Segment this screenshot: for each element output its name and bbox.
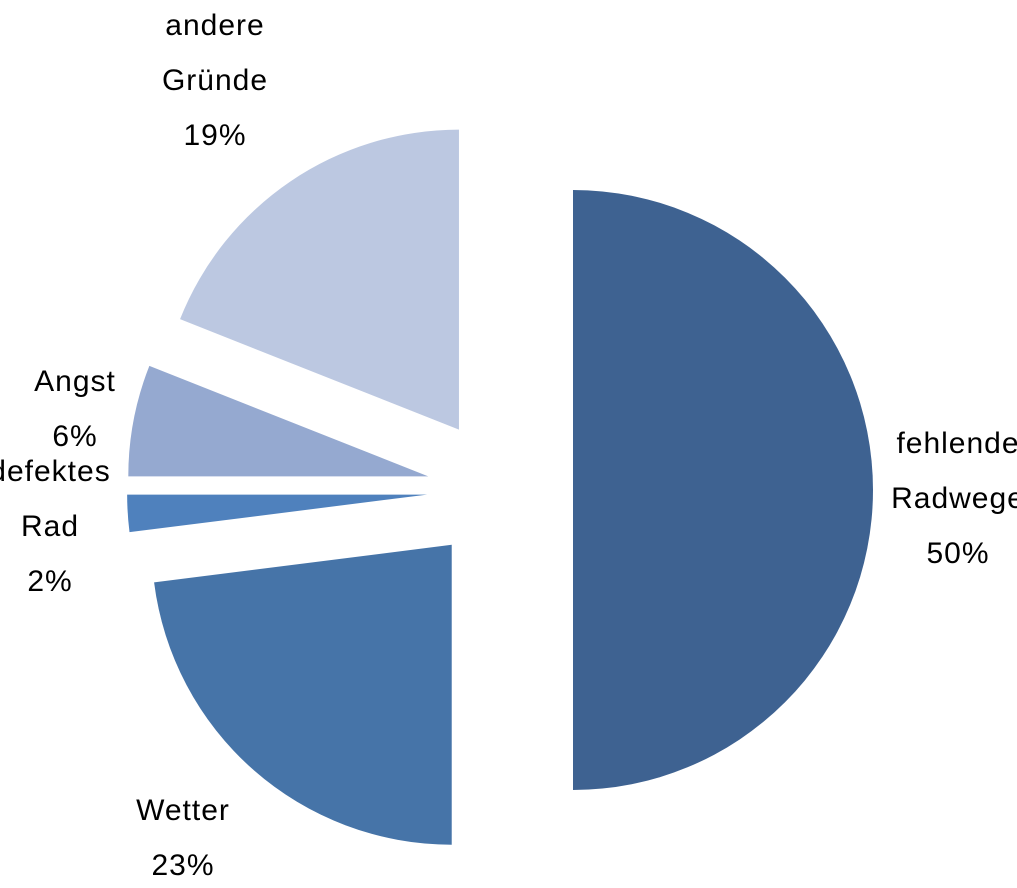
- slice-value-label: 2%: [27, 565, 72, 598]
- slice-value-label: 19%: [183, 119, 246, 152]
- pie-slice: [128, 365, 429, 477]
- label-line: Gründe: [162, 64, 268, 97]
- slice-value-label: 50%: [926, 537, 989, 570]
- label-line: andere: [165, 9, 264, 42]
- slice-label: Angst: [34, 365, 116, 398]
- slice-label: defektes Rad: [0, 455, 111, 543]
- pie-slice: [573, 190, 873, 790]
- label-line: Angst: [34, 365, 116, 398]
- label-line: Radwege: [891, 482, 1017, 515]
- label-line: Wetter: [136, 794, 230, 827]
- label-line: Rad: [21, 510, 79, 543]
- slice-label: fehlende Radwege: [891, 427, 1017, 515]
- slice-value-label: 6%: [52, 420, 97, 453]
- pie-slice: [154, 544, 452, 845]
- pie-slice: [180, 129, 459, 430]
- slice-label: Wetter: [136, 794, 230, 827]
- slice-value-label: 23%: [151, 849, 214, 882]
- pie-slice: [127, 494, 428, 533]
- slice-label: andere Gründe: [162, 9, 268, 97]
- label-line: fehlende: [896, 427, 1017, 460]
- label-line: defektes: [0, 455, 111, 488]
